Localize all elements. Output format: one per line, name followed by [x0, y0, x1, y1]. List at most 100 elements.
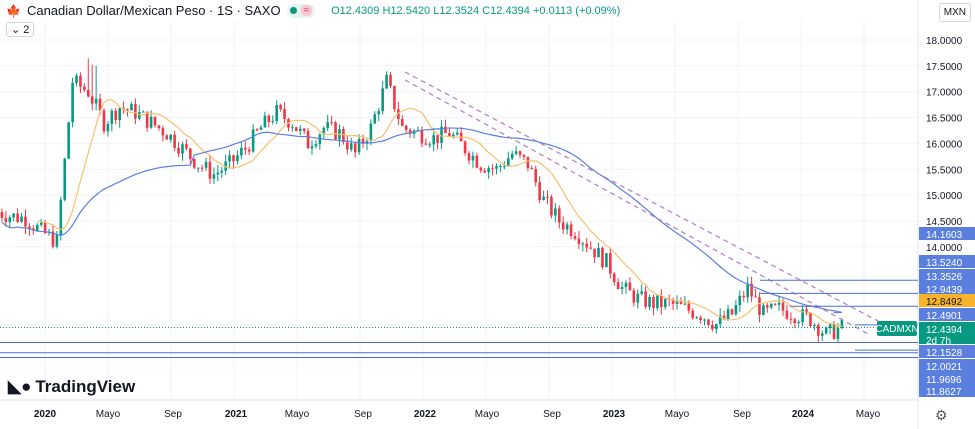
candle-body — [310, 146, 314, 149]
candle-body — [722, 315, 726, 320]
candle-body — [228, 155, 231, 162]
candle-body — [130, 103, 133, 111]
candle-body — [330, 122, 333, 124]
candle-body — [114, 110, 118, 121]
candle-body — [766, 305, 769, 308]
x-tick-label: Mayo — [665, 409, 690, 420]
candle-body — [526, 156, 530, 168]
price-label-bg — [919, 294, 975, 307]
settings-gear-icon[interactable]: ⚙ — [935, 407, 948, 423]
price-label: 14.1603 — [926, 230, 963, 241]
candle-body — [369, 123, 373, 142]
price-label-bg — [919, 322, 975, 344]
candle-body — [12, 213, 15, 218]
candle-body — [141, 111, 145, 113]
candle-body — [585, 243, 589, 248]
candle-body — [267, 115, 271, 123]
candle-body — [703, 319, 706, 321]
candle-body — [707, 319, 710, 326]
candle-body — [809, 313, 812, 326]
candle-body — [196, 167, 200, 169]
candle-body — [149, 116, 153, 128]
tradingview-logo[interactable]: ◣● TradingView — [8, 377, 135, 397]
candle-body — [475, 155, 479, 168]
candle-body — [656, 295, 659, 309]
y-tick-label: 16.0000 — [926, 139, 963, 150]
candle-body — [699, 317, 702, 321]
candle-body — [236, 155, 239, 162]
delayed-data-icon: ≈ — [300, 5, 313, 16]
candle-body — [51, 231, 55, 247]
candle-body — [385, 74, 388, 89]
candle-body — [279, 105, 282, 109]
candle-body — [691, 310, 695, 318]
candle-body — [813, 324, 816, 326]
candle-body — [640, 291, 643, 294]
candle-body — [346, 142, 349, 150]
candle-body — [467, 153, 471, 161]
candle-body — [687, 303, 691, 311]
candle-body — [573, 236, 577, 239]
candle-body — [349, 143, 353, 150]
candle-body — [357, 138, 361, 153]
candle-body — [569, 224, 573, 237]
candle-body — [216, 172, 220, 175]
candle-body — [605, 253, 608, 268]
candle-body — [16, 213, 19, 222]
candle-body — [24, 216, 27, 227]
candle-body — [322, 128, 326, 135]
ohlc-readout: O12.4309 H12.5420 L12.3524 C12.4394 +0.0… — [331, 5, 620, 17]
candle-body — [334, 122, 337, 140]
candle-body — [479, 167, 483, 171]
candle-body — [671, 299, 675, 304]
candle-body — [522, 154, 526, 157]
candle-body — [836, 327, 840, 339]
candle-body — [530, 167, 534, 170]
price-label: 12.9439 — [926, 285, 963, 296]
candle-body — [738, 295, 742, 306]
candle-body — [820, 333, 824, 336]
logo-text: TradingView — [35, 377, 136, 396]
candle-body — [404, 125, 408, 130]
candle-body — [43, 222, 47, 234]
candle-body — [318, 134, 322, 145]
candle-body — [393, 85, 396, 110]
price-label: 12.8492 — [926, 297, 963, 308]
y-tick-label: 17.5000 — [926, 62, 963, 73]
price-label-bg — [919, 308, 975, 321]
candle-body — [483, 170, 486, 173]
symbol-tag-text: CADMXN — [875, 324, 918, 335]
candle-body — [75, 75, 78, 83]
indicators-toggle[interactable]: ⌄ 2 — [6, 22, 35, 37]
candle-body — [90, 96, 94, 104]
candle-body — [35, 224, 39, 231]
candle-body — [192, 158, 196, 168]
candle-body — [777, 302, 781, 305]
candle-body — [63, 158, 67, 200]
candle-body — [247, 149, 251, 152]
candle-body — [785, 310, 789, 319]
candle-body — [59, 199, 63, 235]
candle-body — [491, 168, 494, 170]
candle-body — [397, 109, 400, 120]
price-label-bg — [919, 384, 975, 397]
symbol-title[interactable]: Canadian Dollar/Mexican Peso · 1S · SAXO — [26, 3, 281, 18]
candle-body — [542, 196, 545, 200]
candle-body — [742, 295, 746, 298]
market-status[interactable]: ≈ — [286, 3, 316, 18]
y-tick-label: 14.0000 — [926, 243, 963, 254]
candle-body — [781, 302, 785, 311]
candle-body — [448, 133, 451, 137]
market-open-icon — [289, 7, 297, 14]
candle-body — [695, 317, 698, 319]
y-tick-label: 15.0000 — [926, 191, 963, 202]
tv-logo-icon: ◣● — [8, 377, 32, 396]
candle-body — [240, 147, 243, 156]
moving-average-slow — [1, 127, 842, 314]
currency-button[interactable]: MXN — [938, 3, 971, 22]
candle-body — [432, 135, 435, 145]
candle-body — [734, 305, 738, 315]
candle-body — [663, 298, 667, 308]
price-label-bg — [919, 282, 975, 295]
